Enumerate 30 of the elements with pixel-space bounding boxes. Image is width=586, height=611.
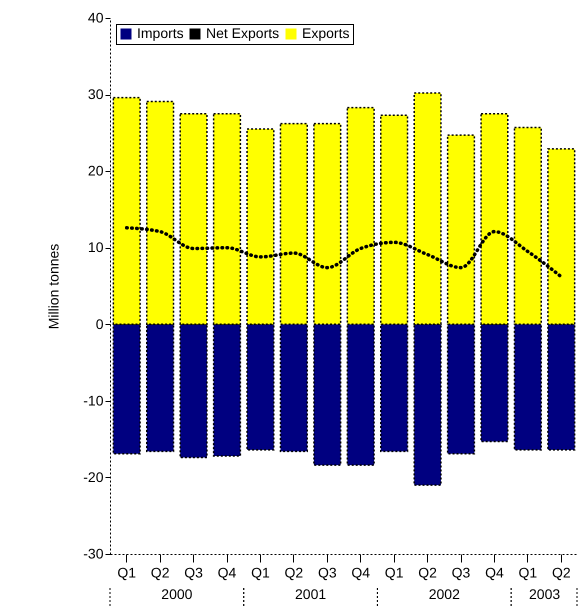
text: 2003 <box>528 586 560 602</box>
y-tick-label: 30 <box>88 86 104 102</box>
x-tick-label: Q3 <box>318 564 337 580</box>
x-tick-label: Q4 <box>485 564 504 580</box>
x-tick-label: Q3 <box>452 564 471 580</box>
x-tick-label: Q2 <box>552 564 571 580</box>
y-tick-label: 10 <box>88 239 104 256</box>
x-tick-label: Q4 <box>218 564 237 580</box>
legend-label: Net Exports <box>206 25 280 41</box>
x-tick-label: Q1 <box>518 564 538 580</box>
legend-label: Exports <box>302 25 350 41</box>
y-tick-label: 0 <box>96 316 104 332</box>
y-tick-label: 40 <box>88 10 104 26</box>
text: 2001 <box>294 586 326 602</box>
y-tick-label: -10 <box>83 392 104 408</box>
x-tick-label: Q2 <box>284 564 304 580</box>
x-tick-label: Q1 <box>117 564 136 580</box>
x-tick-label: Q1 <box>384 564 404 580</box>
y-tick-label: -30 <box>83 546 104 562</box>
x-tick-label: Q4 <box>351 564 370 580</box>
y-tick-label: -20 <box>83 468 104 485</box>
x-tick-label: Q3 <box>184 564 204 580</box>
x-tick-label: Q2 <box>150 564 170 580</box>
text: 2000 <box>161 586 193 602</box>
legend-label: Imports <box>137 25 184 41</box>
y-tick-label: 20 <box>88 162 104 179</box>
x-tick-label: Q1 <box>251 564 270 580</box>
text: 2002 <box>428 586 460 602</box>
y-axis-title: Million tonnes <box>45 244 62 330</box>
x-tick-label: Q2 <box>418 564 438 580</box>
